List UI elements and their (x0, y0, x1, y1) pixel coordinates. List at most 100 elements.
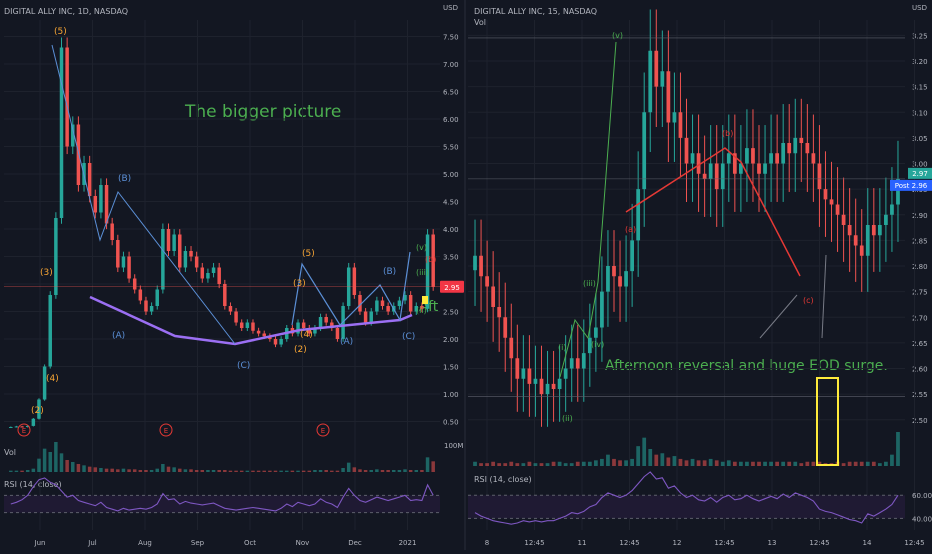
right-volume-bar (745, 461, 749, 466)
right-candle (545, 383, 550, 395)
right-y-tick-label: 2.90 (912, 212, 928, 220)
left-wave-label-blue: (B) (383, 267, 396, 277)
right-candle (763, 163, 767, 174)
right-volume-bar (817, 461, 822, 466)
right-wave-label-green: (ii) (562, 414, 573, 423)
left-volume-bar (14, 470, 19, 472)
right-candle (618, 276, 622, 287)
left-y-tick-label: 6.50 (443, 89, 459, 97)
left-volume-bar (82, 465, 86, 472)
left-volume-bar (301, 470, 306, 472)
left-candle (132, 278, 137, 290)
left-volume-bar (9, 470, 13, 472)
right-candle (648, 50, 653, 113)
right-volume-bar (726, 460, 731, 466)
left-y-tick-label: 1.00 (443, 391, 459, 399)
left-wave-label-orange: (4) (46, 374, 59, 384)
left-candle (425, 234, 430, 309)
left-volume-bar (104, 468, 109, 472)
right-candle (696, 153, 701, 174)
right-wave-line-green (559, 41, 617, 378)
right-volume-bar (660, 453, 665, 466)
left-volume-bar (279, 470, 283, 472)
right-volume-bar (509, 461, 514, 466)
right-candle (708, 163, 713, 179)
left-wave-label-green: (iii) (416, 268, 429, 277)
right-wave-line-red (625, 147, 801, 277)
right-volume-bar (503, 463, 508, 466)
left-event-marker-label: E (164, 427, 168, 435)
left-volume-bar (392, 470, 396, 472)
left-candle (189, 251, 193, 257)
left-volume-bar (296, 470, 300, 472)
right-y-tick-label: 2.65 (912, 340, 928, 348)
left-candle (375, 300, 379, 312)
left-wave-label-blue: (A) (340, 337, 353, 347)
left-volume-bar (166, 466, 171, 472)
left-wave-label-blue: (C) (402, 332, 415, 342)
right-candle (678, 112, 683, 138)
left-volume-bar (189, 469, 193, 472)
right-price-badge-text: 2.97 (912, 170, 928, 178)
left-candle (76, 124, 81, 185)
left-x-tick-label: Sep (191, 539, 205, 547)
right-x-tick-label: 12:45 (904, 539, 924, 547)
left-rsi-label: RSI (14, close) (4, 480, 62, 489)
right-volume-bar (865, 461, 870, 466)
right-candle (551, 383, 556, 389)
right-candle (485, 276, 489, 287)
left-volume-bar (425, 457, 430, 472)
left-candle (380, 300, 385, 306)
right-wave-label-green: (iv) (591, 340, 604, 349)
left-event-marker[interactable] (17, 423, 31, 437)
right-rsi-line (474, 471, 899, 525)
right-wave-label-red: (b) (722, 129, 733, 138)
left-volume-bar (25, 470, 30, 472)
right-candle (509, 337, 514, 359)
right-candle (769, 153, 773, 164)
right-candle (587, 337, 592, 354)
left-volume-bar (256, 470, 261, 472)
right-symbol-header: DIGITAL ALLY INC, 15, NASDAQ (474, 7, 597, 16)
left-volume-bar (369, 470, 373, 472)
right-x-tick-label: 12:45 (524, 539, 544, 547)
left-volume-bar (358, 469, 362, 472)
left-candle (194, 256, 199, 268)
left-y-tick-label: 4.50 (443, 199, 459, 207)
right-volume-bar (805, 461, 810, 466)
left-volume-bar (234, 470, 238, 472)
left-volume-bar (285, 470, 289, 472)
left-candle (206, 273, 210, 279)
right-volume-bar (684, 460, 689, 466)
left-event-marker[interactable] (159, 423, 173, 437)
left-volume-bar (144, 470, 148, 472)
right-eod-highlight-box (816, 377, 839, 466)
right-arrow (759, 294, 798, 339)
right-candle (890, 204, 894, 215)
right-volume-bar (527, 461, 532, 466)
left-event-marker[interactable] (316, 423, 330, 437)
right-candle (515, 358, 520, 379)
left-candle (183, 251, 188, 268)
right-candle (793, 137, 798, 154)
left-candle (121, 256, 126, 268)
right-volume-bar (539, 463, 544, 466)
right-candle (745, 148, 749, 164)
right-y-tick-label: 2.85 (912, 237, 928, 245)
left-candle (408, 295, 413, 312)
left-volume-bar (318, 470, 323, 472)
left-price-badge-text: 2.95 (444, 284, 460, 292)
right-volume-bar (545, 463, 550, 466)
right-y-tick-label: 3.15 (912, 84, 928, 92)
right-volume-bar (600, 458, 604, 466)
right-volume-bar (642, 437, 647, 466)
right-candle (714, 163, 719, 190)
left-volume-bar (307, 470, 312, 472)
right-wave-label-green: (iii) (583, 279, 596, 288)
right-volume-bar (491, 461, 496, 466)
right-candle (739, 163, 743, 174)
right-y-tick-label: 3.05 (912, 135, 928, 143)
